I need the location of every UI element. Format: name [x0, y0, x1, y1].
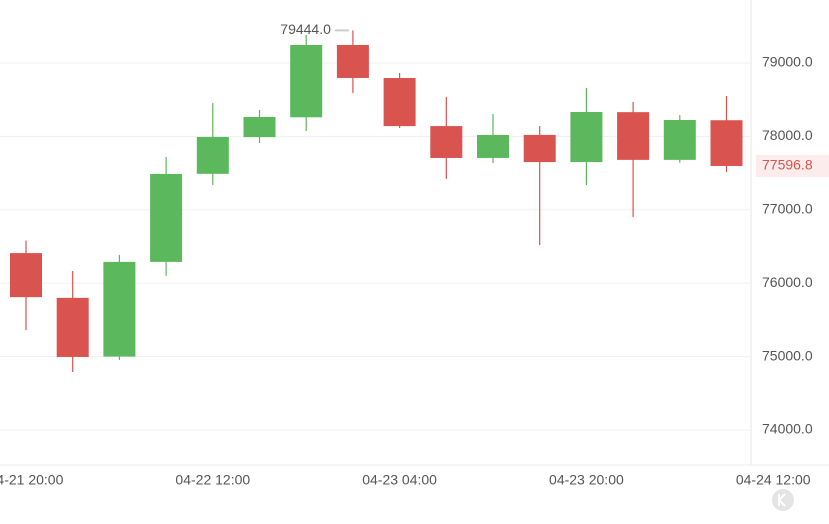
candle-body — [663, 120, 696, 160]
y-tick-label: 75000.0 — [762, 347, 813, 363]
candle-body — [56, 297, 89, 357]
last-price-box — [756, 154, 829, 177]
watermark-icon — [772, 489, 794, 511]
candle-body — [243, 117, 276, 138]
candle-body — [10, 253, 42, 298]
candle-body — [570, 112, 603, 163]
x-tick-label: 04-23 04:00 — [362, 472, 437, 488]
candle-body — [617, 112, 650, 160]
y-tick-label: 79000.0 — [762, 54, 813, 70]
candle-body — [336, 44, 369, 78]
candle-body — [290, 44, 323, 118]
candle-body — [477, 134, 509, 158]
last-price-label: 77596.8 — [762, 157, 813, 173]
x-tick-label: 04-21 20:00 — [0, 472, 64, 488]
y-tick-label: 76000.0 — [762, 274, 813, 290]
candle-body — [383, 78, 416, 127]
candle-body — [196, 136, 229, 174]
candle-body — [523, 134, 556, 163]
x-tick-label: 04-23 20:00 — [549, 472, 624, 488]
x-tick-label: 04-24 12:00 — [736, 472, 811, 488]
x-tick-label: 04-22 12:00 — [175, 472, 250, 488]
candle-body — [710, 120, 743, 166]
candle-body — [150, 173, 183, 262]
y-tick-label: 78000.0 — [762, 127, 813, 143]
max-marker-label: 79444.0 — [280, 21, 331, 37]
y-tick-label: 74000.0 — [762, 421, 813, 437]
y-tick-label: 77000.0 — [762, 200, 813, 216]
candle-body — [103, 261, 136, 357]
candle-body — [430, 126, 463, 158]
